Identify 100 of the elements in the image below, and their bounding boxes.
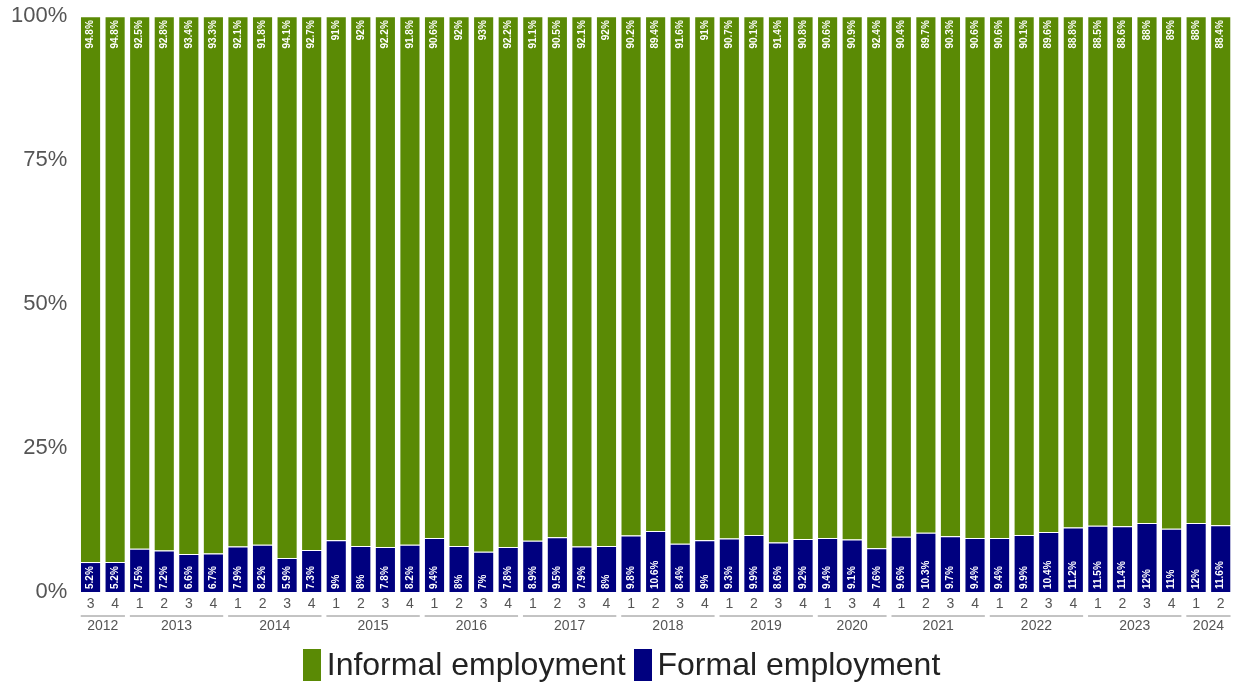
data-label: 91.1% (526, 20, 538, 49)
data-label: 92.1% (575, 20, 587, 49)
data-label: 90.9% (845, 20, 857, 49)
x-tick-label: 3 (946, 595, 955, 612)
data-label: 11% (1165, 569, 1177, 589)
data-label: 90.7% (723, 20, 735, 49)
x-tick-label: 1 (234, 595, 243, 612)
data-label: 11.4% (1116, 561, 1128, 589)
data-label: 9% (698, 574, 710, 589)
data-label: 8% (452, 574, 464, 589)
data-label: 90.6% (993, 20, 1005, 49)
data-label: 9.3% (723, 566, 735, 589)
data-label: 12% (1140, 568, 1152, 589)
x-tick-label: 2 (455, 595, 464, 612)
data-label: 89% (1165, 20, 1177, 41)
x-tick-label: 3 (283, 595, 292, 612)
x-tick-label: 1 (897, 595, 906, 612)
x-tick-label: 3 (676, 595, 685, 612)
data-label: 5.9% (280, 566, 292, 589)
data-label: 8.2% (403, 566, 415, 589)
x-tick-label: 4 (406, 595, 415, 612)
data-label: 7.8% (379, 566, 391, 589)
data-label: 9% (329, 574, 341, 589)
data-label: 9.2% (796, 566, 808, 589)
data-label: 9.8% (624, 566, 636, 589)
y-tick-label: 75% (23, 146, 68, 172)
x-tick-label: 4 (872, 595, 881, 612)
legend-label: Informal employment (326, 646, 626, 683)
data-label: 94.1% (280, 20, 292, 49)
x-tick-label: 2 (1216, 595, 1225, 612)
x-tick-label: 2 (750, 595, 759, 612)
y-tick-label: 100% (10, 2, 68, 28)
data-label: 92% (452, 20, 464, 41)
data-label: 9.4% (821, 566, 833, 589)
data-label: 90.8% (796, 20, 808, 49)
data-label: 92.7% (305, 20, 317, 49)
data-label: 91% (329, 20, 341, 41)
x-tick-label: 4 (111, 595, 120, 612)
x-tick-label: 2 (651, 595, 660, 612)
data-label: 88.8% (1067, 20, 1079, 49)
data-label: 7% (477, 574, 489, 589)
x-tick-label: 1 (627, 595, 636, 612)
text: 2016 (455, 616, 488, 633)
data-label: 90.6% (821, 20, 833, 49)
x-tick-label: 1 (1093, 595, 1102, 612)
data-label: 90.1% (747, 20, 759, 49)
data-label: 92.8% (158, 20, 170, 49)
data-label: 10.4% (1042, 560, 1054, 589)
x-tick-label: 3 (86, 595, 95, 612)
x-tick-label: 3 (578, 595, 587, 612)
text: 2017 (554, 616, 586, 633)
x-tick-label: 2 (1118, 595, 1127, 612)
data-label: 9.5% (551, 566, 563, 589)
data-label: 93% (477, 20, 489, 41)
data-label: 9.4% (993, 566, 1005, 589)
data-label: 90.2% (624, 20, 636, 49)
data-label: 94.8% (84, 20, 96, 49)
data-label: 7.3% (305, 566, 317, 589)
data-label: 90.5% (551, 20, 563, 49)
data-label: 6.7% (207, 566, 219, 589)
x-tick-label: 2 (258, 595, 267, 612)
x-tick-label: 4 (209, 595, 218, 612)
data-label: 89.6% (1042, 20, 1054, 49)
data-label: 91.8% (403, 20, 415, 49)
x-tick-label: 4 (799, 595, 808, 612)
x-tick-label: 3 (479, 595, 488, 612)
data-label: 10.6% (649, 560, 661, 589)
y-tick-label: 0% (35, 578, 68, 604)
text: 2023 (1119, 616, 1151, 633)
x-tick-label: 1 (430, 595, 439, 612)
data-label: 9.4% (968, 566, 980, 589)
x-tick-label: 3 (1044, 595, 1053, 612)
data-label: 5.2% (108, 566, 120, 589)
x-tick-label: 1 (725, 595, 734, 612)
x-tick-label: 4 (602, 595, 611, 612)
x-tick-label: 3 (774, 595, 783, 612)
data-label: 7.5% (133, 566, 145, 589)
data-label: 91.4% (772, 20, 784, 49)
data-label: 10.3% (919, 560, 931, 589)
data-label: 88.4% (1214, 20, 1226, 49)
data-label: 8.6% (772, 566, 784, 589)
data-label: 7.8% (501, 566, 513, 589)
x-tick-label: 1 (135, 595, 144, 612)
data-label: 91% (698, 20, 710, 41)
data-label: 9.6% (895, 566, 907, 589)
data-label: 12% (1189, 568, 1201, 589)
data-label: 90.1% (1017, 20, 1029, 49)
data-label: 92.2% (379, 20, 391, 49)
text: 2019 (750, 616, 782, 633)
data-label: 92.4% (870, 20, 882, 49)
x-tick-label: 1 (1192, 595, 1201, 612)
data-label: 92.5% (133, 20, 145, 49)
data-label: 92% (600, 20, 612, 41)
x-tick-label: 4 (971, 595, 980, 612)
data-label: 94.8% (108, 20, 120, 49)
data-label: 7.9% (231, 566, 243, 589)
data-label: 9.1% (845, 566, 857, 589)
text: 2018 (652, 616, 684, 633)
x-tick-label: 3 (848, 595, 857, 612)
x-tick-label: 4 (307, 595, 316, 612)
